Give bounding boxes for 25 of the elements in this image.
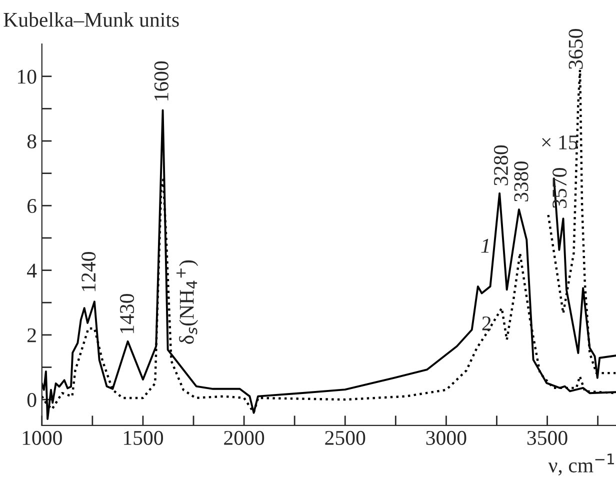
y-tick-label: 8 [27, 134, 36, 148]
x-tick-label: 2000 [224, 430, 264, 445]
series-label: 2 [482, 316, 491, 330]
series-label: 1 [481, 238, 489, 253]
x-tick-label: 2500 [325, 430, 366, 445]
y-tick-label: 10 [18, 70, 36, 84]
x-tick-label: 1500 [124, 430, 164, 445]
y-tick-label: 0 [27, 392, 36, 408]
x-tick-label: 3500 [527, 430, 568, 445]
annotation: 3570 [552, 168, 567, 208]
annotation: × 15 [542, 135, 578, 150]
annotation: 1600 [154, 61, 168, 100]
annotation: 3280 [494, 145, 508, 186]
y-tick-label: 6 [28, 199, 36, 214]
x-axis-title: ν, cm$^{−1}$ [548, 454, 614, 476]
y-tick-label: 4 [27, 264, 37, 278]
x-tick-label: 3000 [426, 430, 466, 445]
annotation: 3380 [514, 162, 528, 202]
annotation: 3650 [568, 28, 583, 69]
y-tick-label: 2 [28, 328, 36, 342]
annotation: 1240 [82, 252, 96, 292]
annotation: δ$_{s}$(NH$_{4}$$^{+}$) [176, 260, 198, 344]
x-tick-label: 1000 [22, 430, 62, 445]
y-axis-title: Kubelka–Munk units [4, 12, 179, 27]
annotation: 1430 [120, 294, 134, 334]
